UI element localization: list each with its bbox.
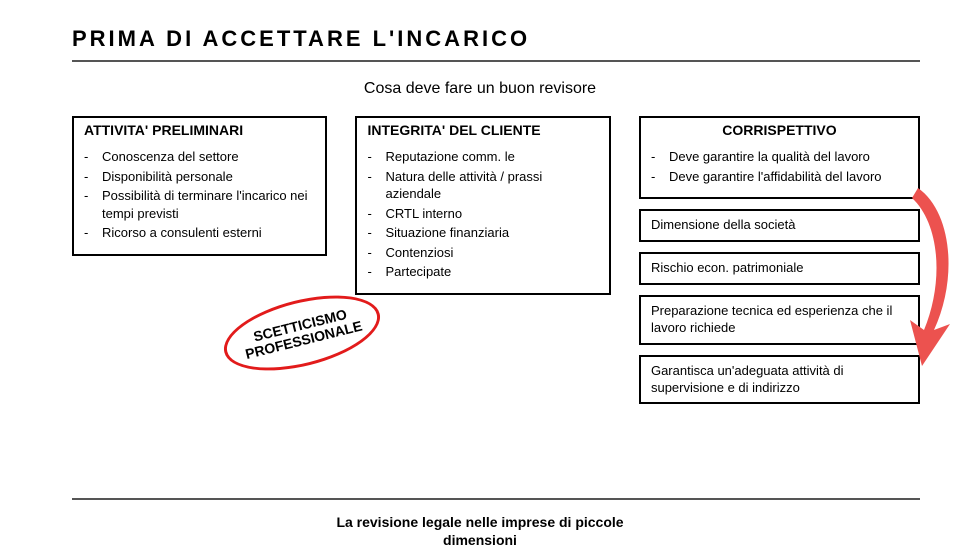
item-text: Ricorso a consulenti esterni [102,224,315,242]
footer-line1: La revisione legale nelle imprese di pic… [336,514,623,530]
box-preliminari: ATTIVITA' PRELIMINARI -Conoscenza del se… [72,116,327,256]
item-text: Contenziosi [385,244,598,262]
item-text: Reputazione comm. le [385,148,598,166]
column-corrispettivo: CORRISPETTIVO -Deve garantire la qualità… [639,116,920,404]
footer-text: La revisione legale nelle imprese di pic… [0,514,960,549]
item-text: Disponibilità personale [102,168,315,186]
list-item: -Natura delle attività / prassi aziendal… [367,168,598,203]
box-list: -Deve garantire la qualità del lavoro -D… [641,142,918,197]
note-preparazione: Preparazione tecnica ed esperienza che i… [639,295,920,345]
box-header: ATTIVITA' PRELIMINARI [74,118,325,142]
item-text: Natura delle attività / prassi aziendale [385,168,598,203]
item-text: Conoscenza del settore [102,148,315,166]
list-item: -Ricorso a consulenti esterni [84,224,315,242]
columns-container: ATTIVITA' PRELIMINARI -Conoscenza del se… [0,116,960,404]
list-item: -CRTL interno [367,205,598,223]
curved-arrow-icon [900,182,956,372]
item-text: CRTL interno [385,205,598,223]
box-header: CORRISPETTIVO [641,118,918,142]
note-dimensione: Dimensione della società [639,209,920,242]
list-item: -Deve garantire la qualità del lavoro [651,148,908,166]
item-text: Deve garantire la qualità del lavoro [669,148,908,166]
item-text: Deve garantire l'affidabilità del lavoro [669,168,908,186]
page-title: PRIMA DI ACCETTARE L'INCARICO [0,0,960,60]
list-item: -Contenziosi [367,244,598,262]
bottom-divider [72,498,920,500]
note-supervisione: Garantisca un'adeguata attività di super… [639,355,920,405]
list-item: -Conoscenza del settore [84,148,315,166]
box-list: -Conoscenza del settore -Disponibilità p… [74,142,325,254]
subtitle: Cosa deve fare un buon revisore [0,80,960,98]
list-item: -Situazione finanziaria [367,224,598,242]
top-divider [72,60,920,62]
list-item: -Deve garantire l'affidabilità del lavor… [651,168,908,186]
list-item: -Reputazione comm. le [367,148,598,166]
box-list: -Reputazione comm. le -Natura delle atti… [357,142,608,293]
item-text: Situazione finanziaria [385,224,598,242]
note-rischio: Rischio econ. patrimoniale [639,252,920,285]
column-integrita: INTEGRITA' DEL CLIENTE -Reputazione comm… [355,116,610,404]
list-item: -Possibilità di terminare l'incarico nei… [84,187,315,222]
item-text: Possibilità di terminare l'incarico nei … [102,187,315,222]
box-header: INTEGRITA' DEL CLIENTE [357,118,608,142]
list-item: -Partecipate [367,263,598,281]
item-text: Partecipate [385,263,598,281]
list-item: -Disponibilità personale [84,168,315,186]
box-corrispettivo: CORRISPETTIVO -Deve garantire la qualità… [639,116,920,199]
box-integrita: INTEGRITA' DEL CLIENTE -Reputazione comm… [355,116,610,295]
